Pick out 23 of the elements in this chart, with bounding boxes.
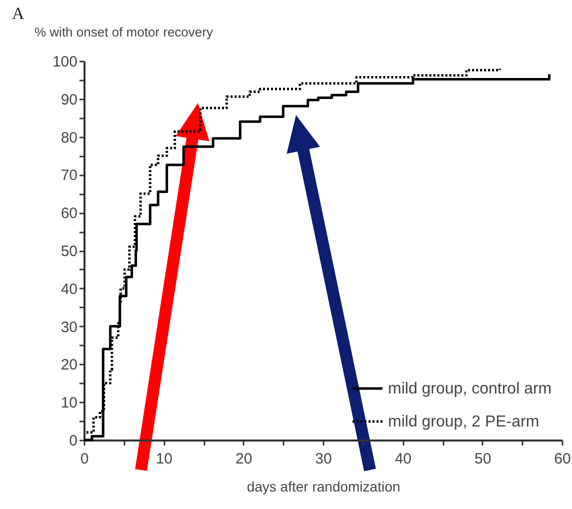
x-tick-label: 40	[394, 450, 412, 468]
y-tick-label: 10	[60, 394, 78, 412]
y-tick-label: 70	[60, 167, 78, 184]
legend-label: mild group, control arm	[388, 380, 552, 398]
y-tick-label: 40	[60, 280, 78, 298]
x-tick-label: 60	[554, 450, 571, 468]
x-axis-title: days after randomization	[246, 478, 400, 494]
y-tick-label: 90	[60, 91, 78, 108]
x-tick-label: 10	[156, 450, 173, 468]
y-tick-label: 0	[69, 432, 78, 450]
y-tick-label: 80	[60, 129, 78, 146]
y-tick-label: 30	[60, 318, 78, 336]
x-tick-label: 20	[235, 450, 252, 468]
y-tick-label: 20	[60, 356, 78, 374]
y-tick-label: 50	[60, 243, 78, 260]
x-tick-label: 50	[474, 450, 492, 468]
text: A	[12, 4, 24, 24]
legend-label: mild group, 2 PE-arm	[388, 414, 540, 430]
y-tick-label: 100	[52, 54, 78, 70]
y-tick-label: 60	[60, 205, 78, 222]
x-tick-label: 30	[315, 450, 332, 468]
x-tick-label: 0	[80, 450, 89, 468]
y-axis-title: % with onset of motor recovery	[34, 24, 214, 40]
